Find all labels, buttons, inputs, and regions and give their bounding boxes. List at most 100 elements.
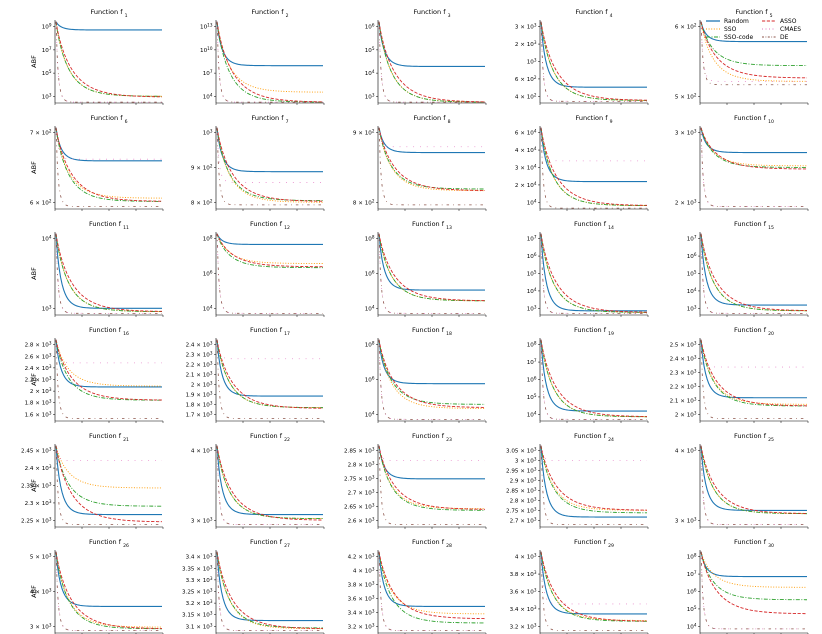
y-tick-label: 104: [365, 410, 375, 419]
y-tick-label: 2 × 103: [30, 387, 52, 396]
y-tick-label: 104: [365, 69, 375, 78]
panel-title: Function f 19: [574, 326, 614, 337]
y-tick-label: 108: [365, 340, 375, 349]
series-sso: [55, 233, 163, 313]
series-de: [378, 233, 485, 314]
panel-title: Function f 7: [251, 114, 288, 125]
y-axis-label: ABF: [30, 373, 38, 386]
y-tick-label: 2.9 × 103: [510, 476, 537, 485]
series-sso-code: [378, 233, 486, 302]
y-tick-label: 107: [687, 234, 697, 243]
series-cmaes: [55, 339, 162, 364]
series-de: [540, 21, 647, 102]
y-tick-label: 3 × 104: [515, 163, 537, 172]
y-tick-label: 1010: [200, 45, 213, 54]
series-cmaes: [700, 339, 807, 368]
y-tick-label: 3 × 103: [675, 516, 697, 525]
y-tick-label: 2.45 × 103: [21, 446, 52, 455]
series-sso-code: [540, 127, 648, 207]
series-random: [540, 127, 647, 183]
series-de: [540, 127, 647, 209]
series-asso: [216, 233, 324, 268]
series-de: [55, 233, 162, 314]
panel-f21: Function f 21 2.45 × 103 2.4 × 103 2.35 × 1…: [21, 432, 164, 529]
legend-label-cmaes: CMAES: [780, 26, 801, 33]
series-de: [55, 445, 162, 525]
series-cmaes: [378, 445, 485, 461]
series-asso: [55, 233, 163, 312]
y-tick-label: 5 × 103: [30, 552, 52, 561]
series-sso: [378, 339, 486, 409]
series-sso-code: [378, 445, 485, 511]
y-tick-label: 4 × 103: [353, 566, 375, 575]
series-cmaes: [216, 339, 323, 360]
series-sso-code: [700, 445, 808, 515]
series-asso: [216, 21, 324, 103]
y-tick-label: 4 × 103: [191, 446, 213, 455]
y-tick-label: 3.4 × 103: [186, 552, 213, 561]
series-random: [216, 21, 323, 67]
panel-f7: Function f 7 103 9 × 102 8 × 102: [191, 114, 325, 211]
series-asso: [540, 551, 648, 622]
series-asso: [55, 21, 163, 98]
series-random: [216, 551, 323, 622]
panel-f12: Function f 12 108 106 104: [203, 220, 325, 317]
series-cmaes: [216, 21, 323, 103]
y-tick-label: 104: [203, 92, 213, 101]
y-tick-label: 106: [203, 269, 213, 278]
series-random: [378, 233, 485, 291]
series-cmaes: [540, 127, 647, 162]
y-tick-label: 2.3 × 103: [670, 368, 697, 377]
y-tick-label: 2.4 × 103: [670, 354, 697, 363]
y-tick-label: 103: [527, 57, 537, 66]
series-sso: [540, 445, 647, 511]
series-cmaes: [378, 551, 485, 631]
y-tick-label: 2.8 × 103: [25, 340, 52, 349]
series-sso: [216, 233, 323, 264]
series-asso: [700, 21, 808, 79]
y-tick-label: 4 × 103: [30, 587, 52, 596]
panel-title: Function f 3: [413, 8, 450, 19]
y-tick-label: 2.7 × 103: [510, 516, 537, 525]
y-axis-label: ABF: [30, 55, 38, 68]
series-random: [55, 339, 162, 388]
y-tick-label: 3 × 103: [30, 622, 52, 631]
y-tick-label: 2.3 × 103: [25, 498, 52, 507]
y-tick-label: 106: [687, 252, 697, 261]
panel-f28: Function f 28 4.2 × 103 4 × 103 3.8 × 103 3.…: [348, 538, 487, 634]
series-sso: [540, 551, 648, 621]
panel-title: Function f 30: [734, 538, 774, 549]
series-de: [700, 339, 807, 419]
series-sso-code: [700, 127, 807, 168]
y-tick-label: 3.8 × 103: [348, 580, 375, 589]
series-asso: [540, 339, 648, 417]
series-random: [378, 21, 485, 68]
panel-f13: Function f 13 108 106 104: [365, 220, 487, 317]
series-random: [55, 551, 162, 607]
y-tick-label: 2.5 × 103: [670, 340, 697, 349]
y-tick-label: 2.85 × 103: [506, 486, 537, 495]
y-tick-label: 2.2 × 103: [25, 375, 52, 384]
y-tick-label: 3 × 103: [675, 128, 697, 137]
series-sso-code: [540, 445, 648, 514]
series-sso: [216, 551, 324, 630]
series-random: [700, 127, 807, 154]
y-tick-label: 3 × 103: [515, 22, 537, 31]
y-tick-label: 1.8 × 103: [186, 400, 213, 409]
panel-title: Function f 9: [575, 114, 612, 125]
series-sso: [378, 21, 485, 103]
y-tick-label: 108: [687, 552, 697, 561]
panel-title: Function f 25: [734, 432, 774, 443]
panel-title: Function f 20: [734, 326, 774, 337]
series-asso: [216, 551, 324, 629]
y-tick-label: 3.35 × 103: [182, 564, 213, 573]
panel-f19: Function f 19 108 107 106 105 104: [527, 326, 649, 423]
y-tick-label: 2 × 104: [515, 180, 537, 189]
series-sso-code: [216, 551, 324, 629]
series-cmaes: [540, 445, 647, 461]
series-de: [378, 339, 485, 420]
series-random: [216, 339, 323, 397]
